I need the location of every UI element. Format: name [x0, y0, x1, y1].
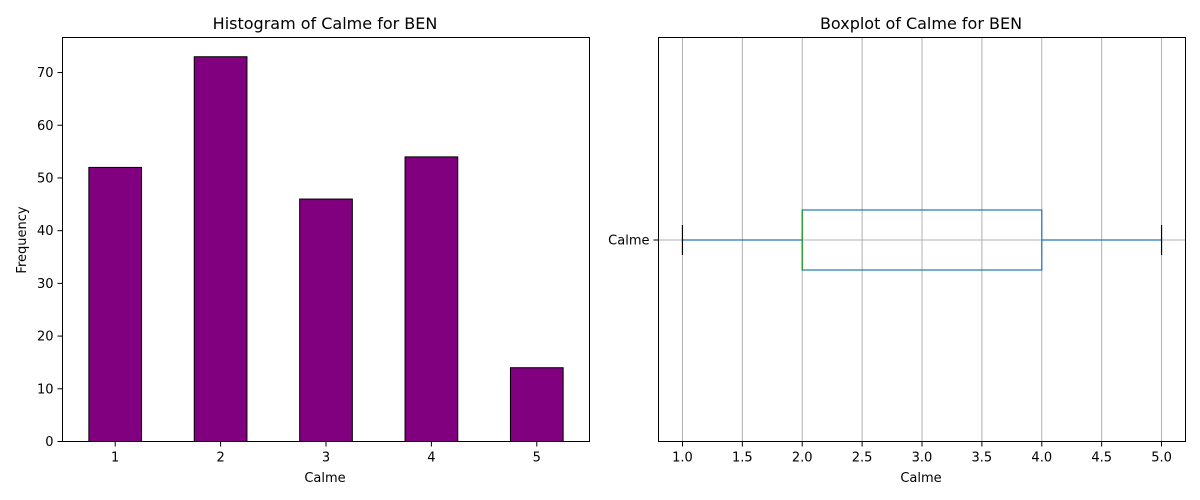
boxplot-x-tick-label: 3.0	[912, 451, 933, 466]
boxplot-x-tick-label: 2.5	[852, 451, 873, 466]
boxplot-x-tick-label: 1.5	[732, 451, 753, 466]
histogram-x-tick-label: 2	[216, 451, 224, 466]
histogram-x-tick-label: 5	[533, 451, 541, 466]
histogram-y-tick-label: 70	[37, 66, 54, 81]
histogram-bar	[404, 156, 459, 443]
boxplot-x-tick-label: 3.5	[972, 451, 993, 466]
boxplot-x-tick-label: 5.0	[1151, 451, 1172, 466]
boxplot-x-tick-label: 2.0	[792, 451, 813, 466]
boxplot-y-tick-label: Calme	[608, 234, 649, 249]
boxplot-x-tick-label: 4.5	[1091, 451, 1112, 466]
histogram-x-tick-label: 3	[322, 451, 330, 466]
histogram-title: Histogram of Calme for BEN	[213, 14, 438, 33]
histogram-y-tick-label: 50	[37, 171, 54, 186]
histogram-bar	[193, 56, 248, 442]
histogram-y-tick-label: 0	[45, 435, 53, 450]
boxplot-x-tick-label: 1.0	[672, 451, 693, 466]
histogram-bar	[88, 166, 143, 442]
histogram-y-tick-label: 60	[37, 119, 54, 134]
boxplot-title: Boxplot of Calme for BEN	[820, 14, 1022, 33]
histogram-bar	[509, 367, 564, 443]
boxplot-chart: Boxplot of Calme for BEN 1.0 1.5 2.0 2.5 3.0…	[608, 14, 1186, 486]
histogram-x-tick-label: 4	[427, 451, 435, 466]
histogram-x-tick-label: 1	[111, 451, 119, 466]
histogram-bar	[299, 198, 353, 442]
histogram-chart: Histogram of Calme for BEN 0 10 20 30 40 50 60…	[15, 14, 590, 486]
histogram-y-tick-label: 40	[37, 224, 54, 239]
histogram-y-tick-label: 30	[37, 277, 54, 292]
histogram-y-tick-label: 10	[37, 382, 54, 397]
histogram-x-axis-label: Calme	[304, 471, 345, 486]
boxplot-x-tick-label: 4.0	[1031, 451, 1052, 466]
histogram-y-axis-label: Frequency	[15, 206, 30, 273]
histogram-y-tick-label: 20	[37, 330, 54, 345]
boxplot-x-axis-label: Calme	[900, 471, 941, 486]
